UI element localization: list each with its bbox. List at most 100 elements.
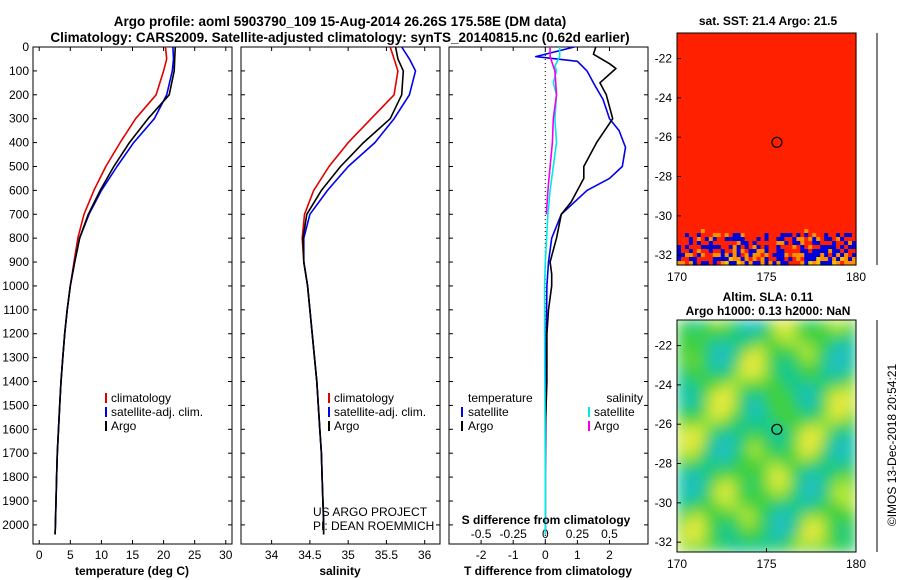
heatmap-cell — [802, 320, 809, 327]
heatmap-cell — [736, 257, 742, 262]
heatmap-cell — [752, 165, 758, 170]
heatmap-cell — [804, 221, 809, 226]
heatmap-cell — [700, 261, 706, 266]
heatmap-cell — [718, 436, 726, 443]
heatmap-cell — [852, 137, 857, 142]
heatmap-cell — [784, 411, 791, 419]
heatmap-cell — [764, 133, 770, 138]
heatmap-cell — [824, 33, 829, 38]
heatmap-cell — [812, 249, 817, 254]
heatmap-cell — [780, 49, 785, 54]
heatmap-cell — [718, 381, 726, 388]
heatmap-cell — [844, 381, 851, 388]
heatmap-cell — [764, 41, 770, 46]
heatmap-cell — [677, 350, 684, 358]
heatmap-cell — [704, 61, 710, 66]
heatmap-cell — [752, 173, 758, 178]
heatmap-cell — [788, 261, 793, 266]
heatmap-cell — [844, 49, 849, 54]
heatmap-cell — [724, 41, 730, 46]
heatmap-cell — [748, 320, 756, 327]
heatmap-cell — [748, 423, 756, 431]
heatmap-cell — [772, 350, 780, 358]
heatmap-cell — [696, 133, 702, 138]
heatmap-cell — [844, 362, 851, 370]
heatmap-cell — [760, 460, 768, 468]
heatmap-cell — [804, 189, 809, 194]
heatmap-cell — [816, 133, 821, 138]
heatmap-cell — [812, 101, 817, 106]
heatmap-cell — [748, 261, 754, 266]
heatmap-cell — [832, 61, 837, 66]
heatmap-cell — [812, 73, 817, 78]
heatmap-cell — [688, 261, 694, 266]
heatmap-cell — [736, 157, 742, 162]
heatmap-cell — [700, 344, 708, 352]
heatmap-cell — [808, 77, 813, 82]
heatmap-cell — [796, 229, 801, 234]
heatmap-cell — [708, 205, 714, 210]
heatmap-cell — [800, 69, 805, 74]
heatmap-cell — [814, 497, 821, 504]
heatmap-cell — [800, 145, 805, 150]
heatmap-cell — [780, 229, 785, 234]
heatmap-cell — [677, 149, 682, 154]
heatmap-cell — [820, 320, 827, 327]
heatmap-cell — [720, 53, 726, 58]
heatmap-cell — [744, 145, 750, 150]
heatmap-cell — [716, 145, 722, 150]
heatmap-cell — [754, 387, 762, 394]
heatmap-cell — [748, 515, 756, 523]
heatmap-cell — [736, 527, 744, 535]
heatmap-cell — [692, 209, 698, 214]
heatmap-cell — [712, 37, 718, 42]
heatmap-cell — [712, 374, 720, 382]
heatmap-cell — [784, 527, 791, 535]
heatmap-cell — [790, 356, 797, 364]
heatmap-cell — [848, 65, 853, 70]
heatmap-cell — [684, 89, 690, 94]
heatmap-cell — [720, 205, 726, 210]
heatmap-cell — [692, 153, 698, 158]
heatmap-cell — [760, 117, 766, 122]
heatmap-cell — [704, 105, 710, 110]
heatmap-cell — [800, 41, 805, 46]
heatmap-cell — [808, 61, 813, 66]
heatmap-cell — [748, 387, 756, 394]
heatmap-cell — [800, 165, 805, 170]
heatmap-cell — [772, 545, 780, 552]
heatmap-cell — [712, 77, 718, 82]
heatmap-cell — [712, 509, 720, 516]
heatmap-cell — [760, 521, 768, 529]
heatmap-cell — [766, 533, 774, 541]
heatmap-cell — [790, 478, 797, 486]
heatmap-cell — [820, 69, 825, 74]
heatmap-cell — [780, 93, 785, 98]
heatmap-cell — [744, 229, 750, 234]
heatmap-cell — [756, 81, 762, 86]
heatmap-cell — [688, 466, 696, 474]
heatmap-cell — [796, 181, 801, 186]
heatmap-cell — [772, 338, 780, 346]
heatmap-cell — [694, 509, 702, 516]
heatmap-cell — [724, 85, 730, 90]
x-tick-label: 5 — [67, 548, 74, 562]
heatmap-cell — [838, 356, 845, 364]
heatmap-cell — [716, 141, 722, 146]
heatmap-cell — [844, 129, 849, 134]
heatmap-cell — [780, 221, 785, 226]
heatmap-cell — [772, 417, 780, 425]
heatmap-cell — [712, 229, 718, 234]
heatmap-cell — [712, 545, 720, 552]
heatmap-cell — [712, 362, 720, 370]
heatmap-cell — [696, 145, 702, 150]
heatmap-cell — [848, 189, 853, 194]
heatmap-cell — [816, 33, 821, 38]
heatmap-cell — [732, 169, 738, 174]
heatmap-cell — [744, 249, 750, 254]
heatmap-cell — [812, 169, 817, 174]
heatmap-cell — [700, 515, 708, 523]
heatmap-cell — [828, 53, 833, 58]
heatmap-cell — [716, 249, 722, 254]
heatmap-cell — [740, 133, 746, 138]
